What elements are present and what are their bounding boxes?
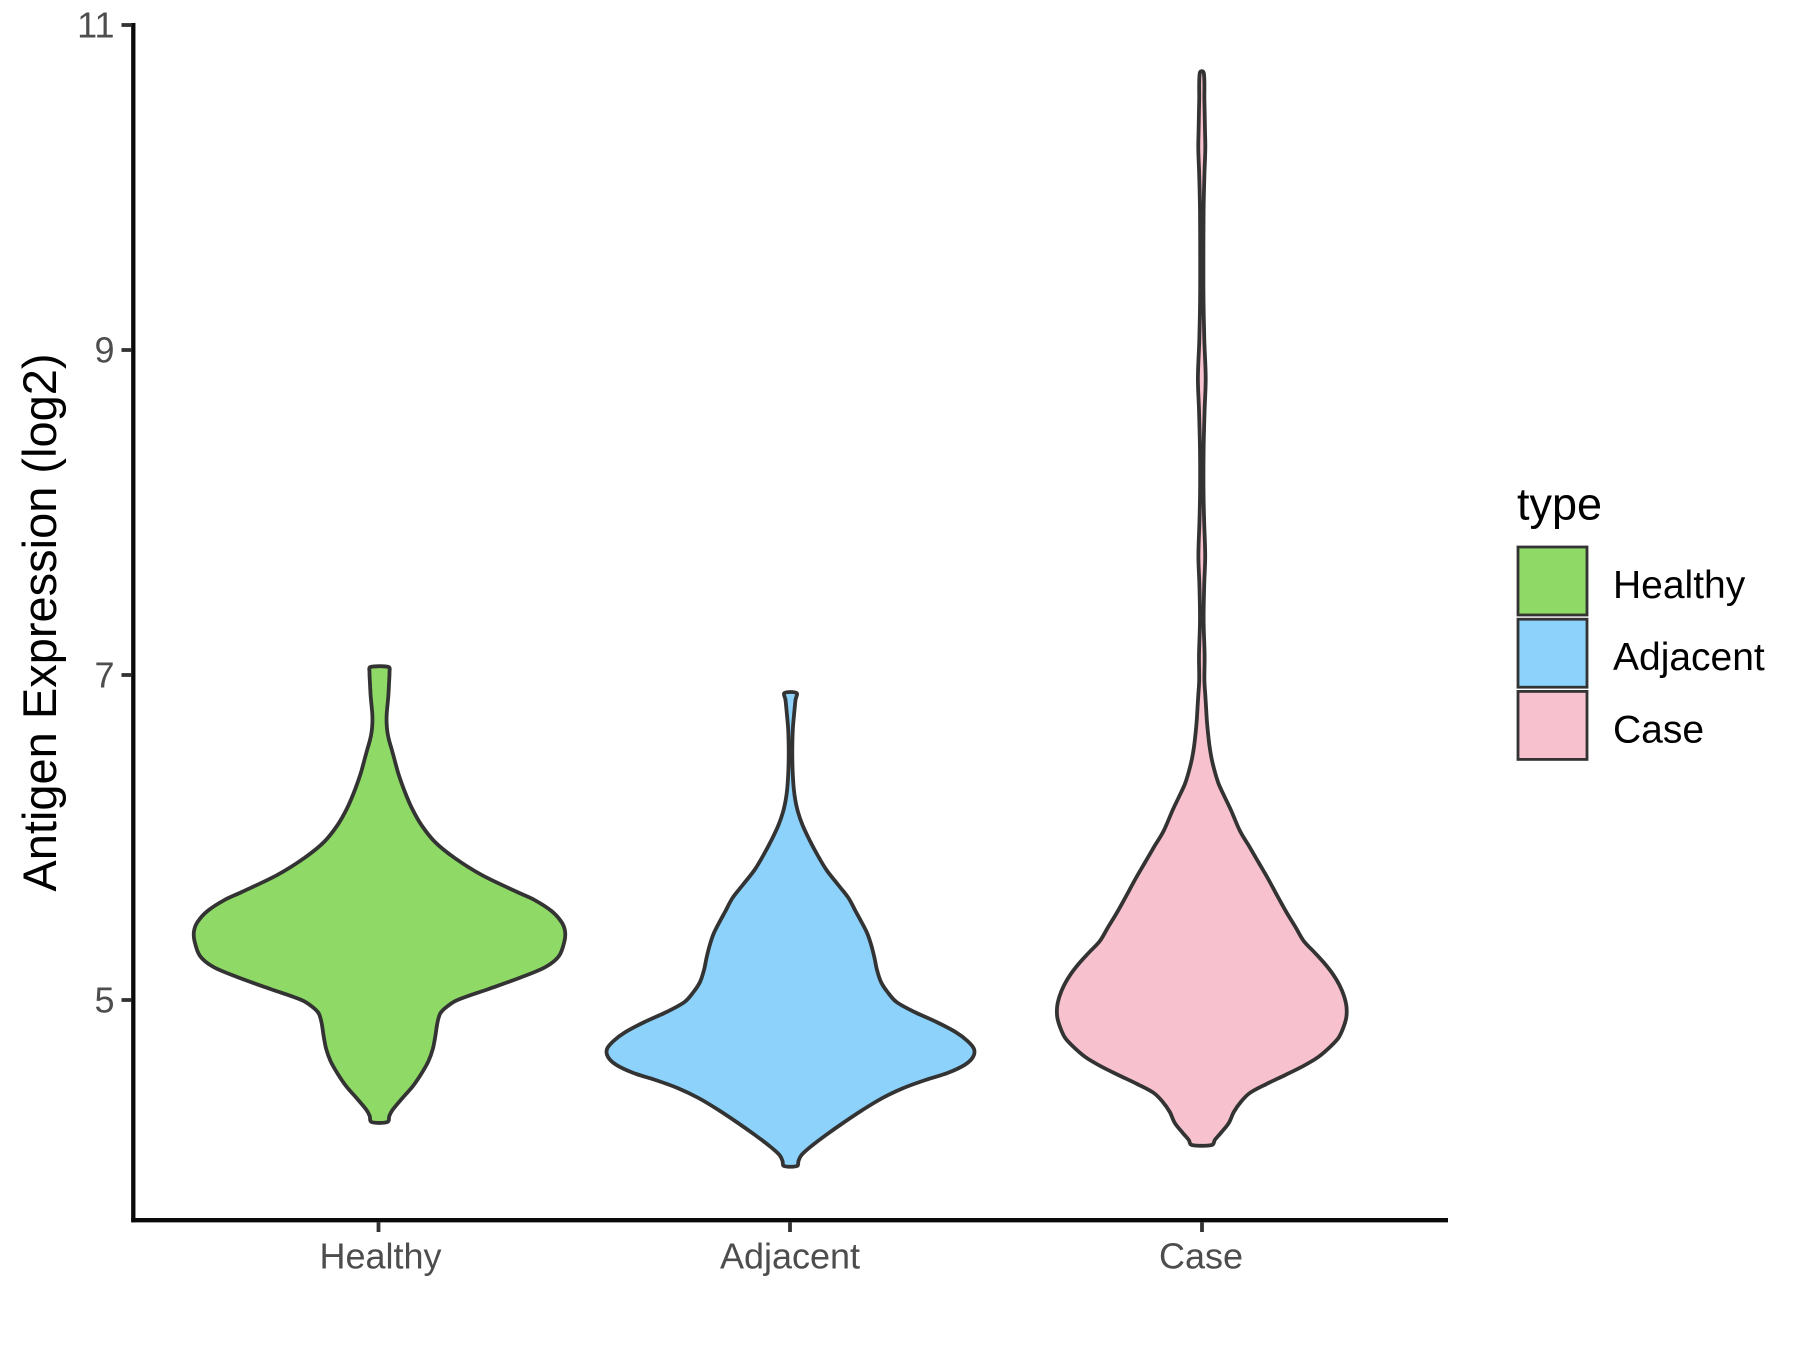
svg-text:7: 7 [94, 655, 114, 696]
svg-text:Adjacent: Adjacent [720, 1236, 860, 1277]
svg-text:5: 5 [94, 980, 114, 1021]
svg-text:type: type [1517, 479, 1602, 530]
svg-text:9: 9 [94, 330, 114, 371]
svg-text:Case: Case [1159, 1236, 1243, 1277]
svg-text:Adjacent: Adjacent [1613, 636, 1765, 679]
svg-text:Healthy: Healthy [1613, 564, 1746, 607]
svg-text:Healthy: Healthy [319, 1236, 441, 1277]
svg-text:Antigen Expression (log2): Antigen Expression (log2) [13, 353, 66, 891]
svg-text:11: 11 [77, 5, 114, 46]
svg-text:Case: Case [1613, 708, 1704, 751]
